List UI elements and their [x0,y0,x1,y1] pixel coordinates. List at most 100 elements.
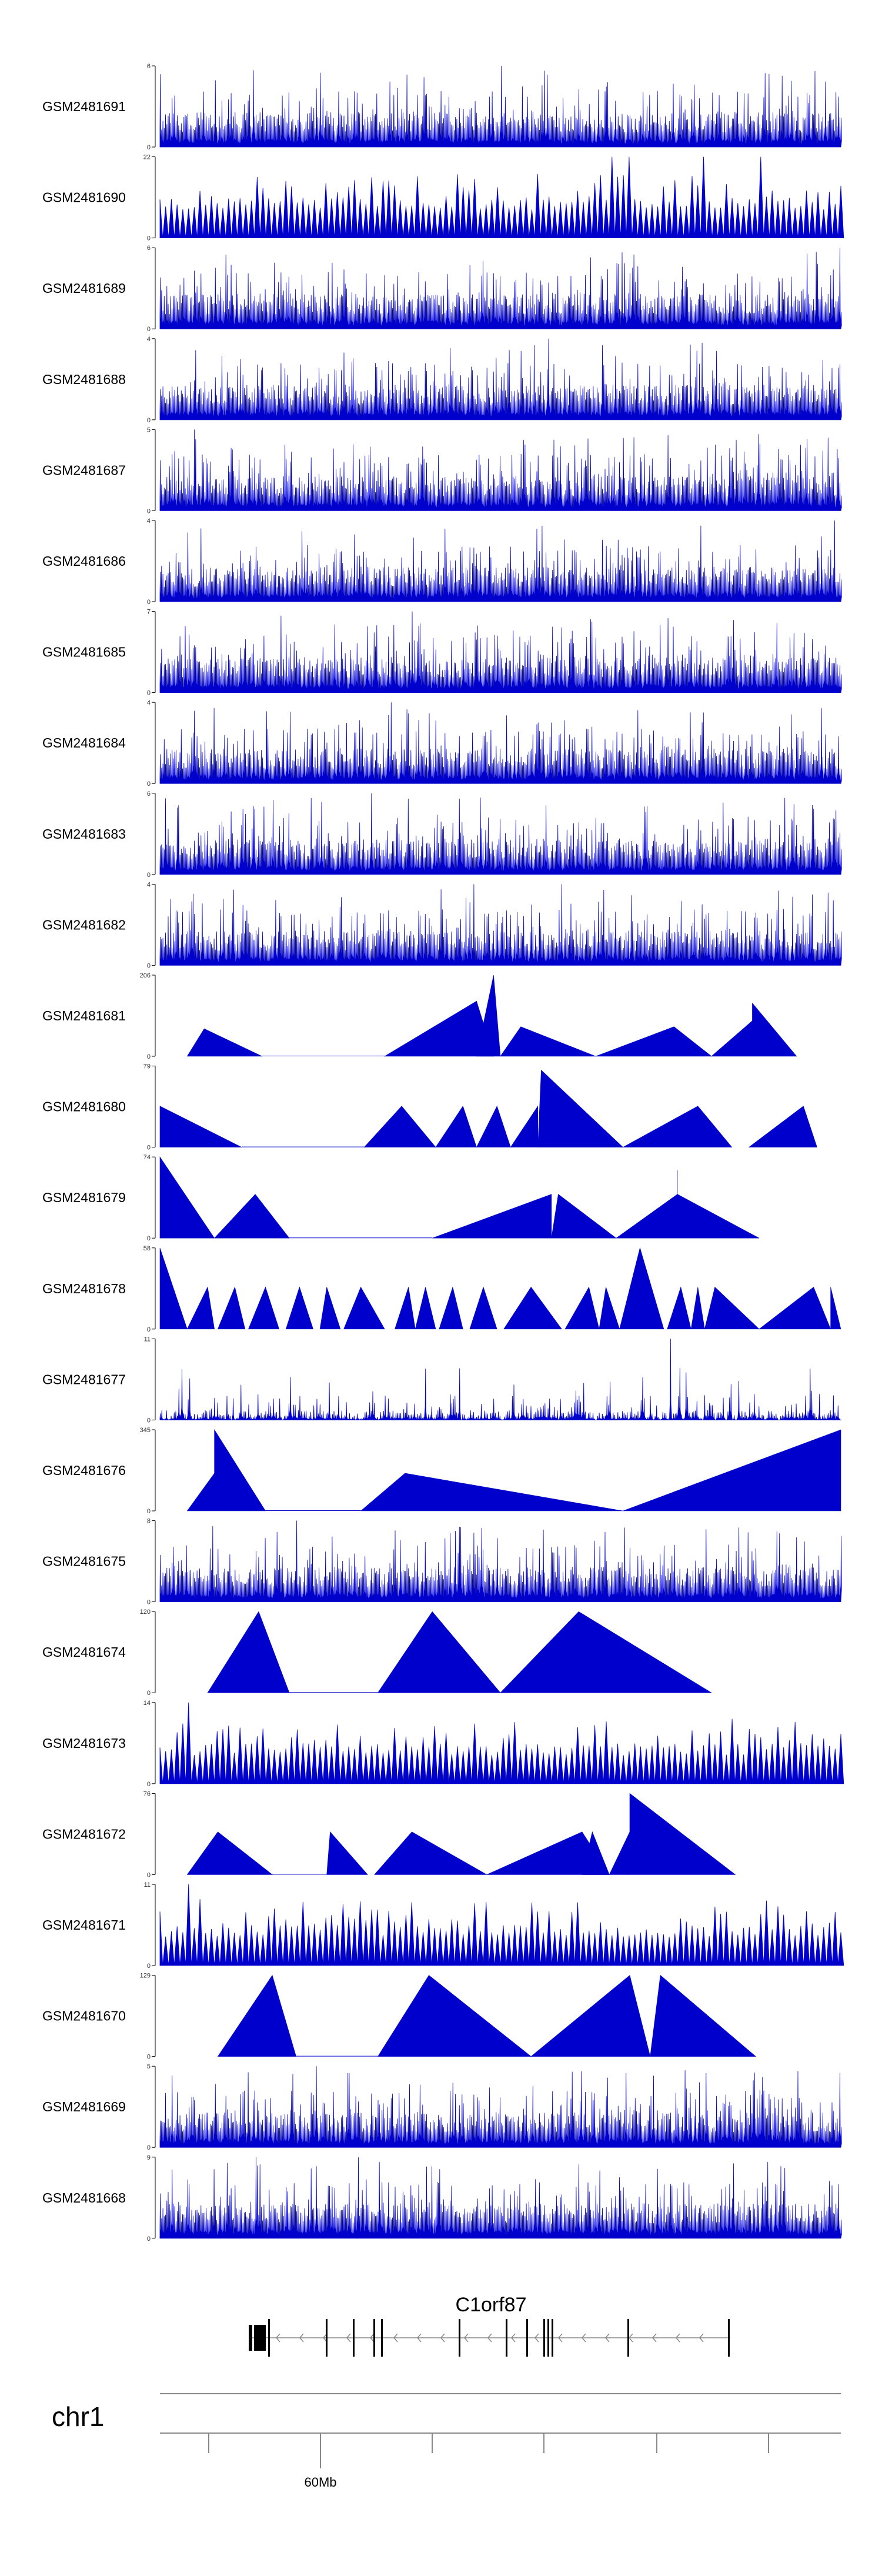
signal-peak [186,1473,215,1511]
track-label: GSM2481668 [42,2190,126,2205]
y-tick-label-min: 0 [147,1508,151,1515]
track-label: GSM2481673 [42,1736,126,1751]
signal-peak [500,1026,596,1057]
signal-area [159,65,842,148]
track-label: GSM2481671 [42,1917,126,1933]
y-tick-label-max: 79 [143,1063,151,1070]
signal-peak [537,1106,623,1147]
y-tick-label-max: 76 [143,1790,151,1797]
signal-peak [186,1028,262,1057]
strand-arrow [699,2333,704,2343]
signal-peak [213,1194,290,1239]
strand-arrow [370,2333,375,2343]
track-label: GSM2481672 [42,1826,126,1841]
exon [728,2319,730,2357]
y-tick-label-min: 0 [147,235,151,242]
track-GSM2481686: GSM2481686 4 0 [42,518,842,606]
signal-peak [476,1105,511,1147]
signal-area [159,156,844,238]
signal-peak [207,1611,290,1693]
signal-peak [667,1286,691,1330]
signal-area [159,702,842,784]
signal-peak [159,1106,242,1147]
signal-peak [690,1287,705,1330]
strand-arrow [582,2333,586,2343]
signal-peak [619,1247,664,1330]
signal-peak [159,1194,215,1239]
y-tick-label-min: 0 [147,1690,151,1697]
signal-peak [343,1286,385,1330]
y-tick-label-min: 0 [147,2144,151,2151]
chromosome-label: chr1 [52,2401,104,2432]
signal-peak [377,1611,501,1693]
exon [353,2319,355,2357]
exon [552,2319,553,2357]
track-GSM2481678: GSM2481678 58 0 [42,1245,841,1333]
track-label: GSM2481687 [42,462,126,478]
track-GSM2481688: GSM2481688 4 0 [42,336,842,424]
signal-peak [510,1105,538,1147]
signal-peak [432,1194,552,1239]
signal-peak [326,1831,368,1875]
y-tick-label-max: 11 [144,1336,151,1343]
exon [506,2319,507,2357]
track-label: GSM2481690 [42,190,126,205]
y-tick-label-min: 0 [147,508,151,515]
track-GSM2481677: GSM2481677 11 0 [42,1336,842,1424]
track-label: GSM2481679 [42,1190,126,1205]
signal-peak [752,1002,797,1057]
signal-peak [214,1429,266,1511]
strand-arrow [393,2333,398,2343]
y-tick-label-max: 129 [140,1973,151,1980]
signal-area [159,248,842,329]
y-tick-label-min: 0 [147,417,151,424]
strand-arrow [487,2333,492,2343]
signal-peak [650,1975,757,2057]
signal-peak [582,1831,610,1875]
track-label: GSM2481685 [42,645,126,660]
y-tick-label-min: 0 [147,1599,151,1606]
signal-peak [377,1975,532,2057]
y-tick-label-max: 4 [147,336,151,343]
track-label: GSM2481683 [42,826,126,842]
exon [373,2319,375,2357]
exon [547,2319,549,2357]
signal-peak [830,1287,841,1330]
chromosome-axis: chr1 60Mb [52,2393,841,2490]
signal-peak [439,1286,463,1330]
track-label: GSM2481688 [42,372,126,387]
signal-peak [476,975,501,1057]
signal-area [159,2066,842,2148]
track-label: GSM2481686 [42,553,126,569]
signal-peak [469,1286,497,1330]
track-GSM2481683: GSM2481683 6 0 [42,790,842,879]
signal-peak [363,1105,402,1147]
track-GSM2481676: GSM2481676 345 0 [42,1427,841,1515]
track-GSM2481684: GSM2481684 4 0 [42,699,842,788]
y-tick-label-max: 8 [147,1518,151,1525]
exon [381,2319,383,2357]
y-tick-label-max: 6 [147,790,151,798]
track-label: GSM2481689 [42,281,126,296]
signal-area [159,1884,844,1966]
y-tick-label-max: 120 [140,1609,151,1616]
y-tick-label-max: 206 [140,972,151,979]
signal-peak [217,1286,246,1330]
signal-peak [615,1194,760,1239]
signal-peak [395,1287,416,1330]
axis-ticks [208,2433,769,2468]
signal-peak [319,1287,341,1330]
strand-arrow [417,2333,422,2343]
y-tick-label-max: 9 [147,2154,151,2161]
track-label: GSM2481676 [42,1463,126,1478]
y-tick-label-min: 0 [147,780,151,788]
strand-arrow [276,2333,280,2343]
signal-peak [599,1287,620,1330]
signal-peak [186,1286,215,1330]
track-label: GSM2481691 [42,99,126,114]
track-label: GSM2481675 [42,1554,126,1569]
y-tick-label-max: 4 [147,518,151,525]
y-tick-label-min: 0 [147,1326,151,1333]
y-tick-label-min: 0 [147,326,151,333]
track-GSM2481673: GSM2481673 14 0 [42,1700,844,1788]
